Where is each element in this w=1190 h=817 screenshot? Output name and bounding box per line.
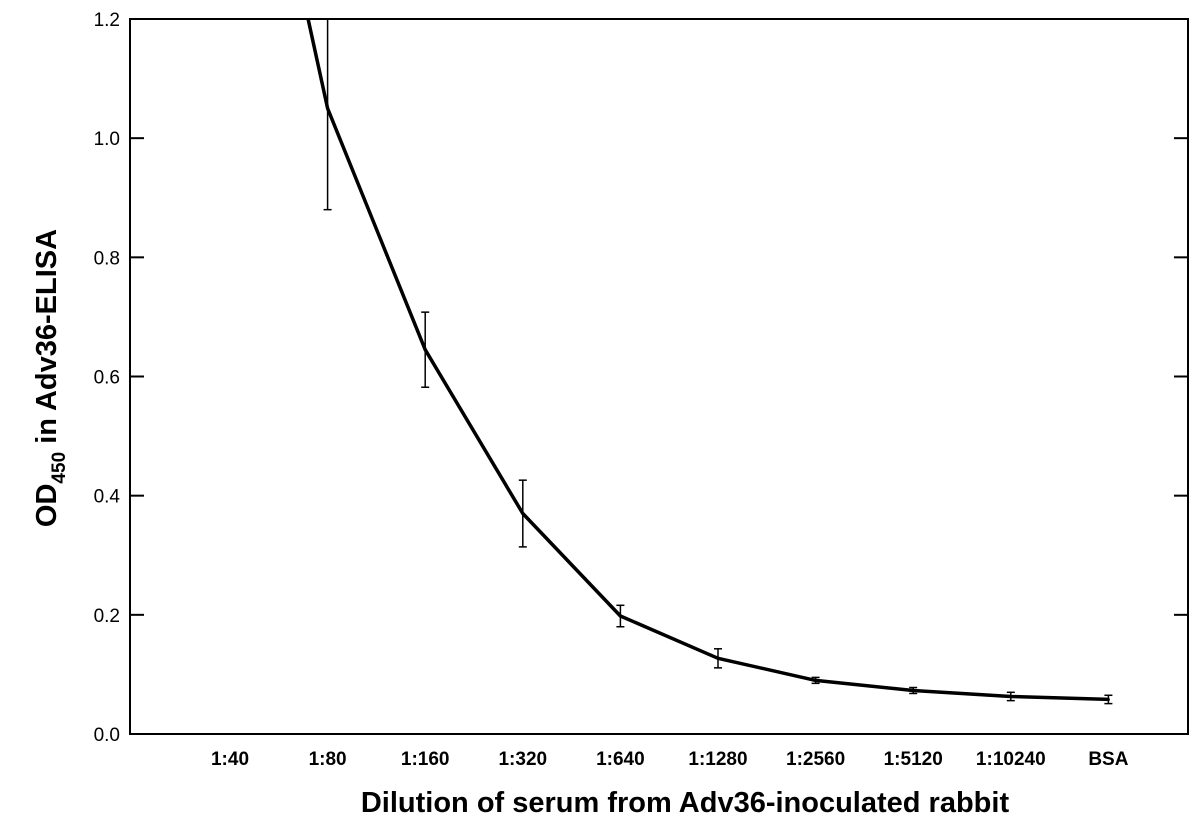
x-tick-label: 1:80 [309, 749, 347, 770]
data-series [306, 18, 1110, 702]
y-tick-label: 0.6 [94, 368, 120, 389]
y-axis-title: OD450 in Adv36-ELISA [31, 229, 70, 527]
y-tick-label: 1.2 [94, 10, 120, 31]
data-point [911, 689, 915, 693]
x-tick-label: 1:40 [211, 749, 249, 770]
y-axis-ticks: 0.0 0.2 0.4 0.6 0.8 1.0 1.2 [94, 10, 1188, 746]
plot-border [129, 18, 1189, 735]
x-tick-label: 1:5120 [884, 749, 943, 770]
x-tick-label: BSA [1088, 749, 1128, 770]
y-tick-label: 1.0 [94, 129, 120, 150]
y-tick-label: 0.2 [94, 606, 120, 627]
x-tick-label: 1:2560 [786, 749, 845, 770]
y-axis-title-subscript: 450 [49, 452, 70, 484]
plot-frame [129, 18, 1189, 735]
data-point [423, 348, 427, 352]
y-axis-title-suffix: in Adv36-ELISA [31, 229, 63, 452]
series-line [306, 18, 1109, 702]
y-axis-title-prefix: OD [31, 484, 63, 528]
data-point [814, 678, 818, 682]
x-tick-label: 1:1280 [688, 749, 747, 770]
data-point [521, 512, 525, 516]
x-tick-label: 1:320 [498, 749, 547, 770]
data-point [1106, 697, 1110, 701]
x-tick-label: 1:160 [401, 749, 450, 770]
x-axis-title: Dilution of serum from Adv36-inoculated … [361, 787, 1010, 817]
y-tick-label: 0.0 [94, 725, 120, 746]
y-tick-label: 0.8 [94, 248, 120, 269]
data-point [326, 106, 330, 110]
data-point [618, 614, 622, 618]
x-tick-label: 1:10240 [976, 749, 1046, 770]
x-tick-label: 1:640 [596, 749, 645, 770]
data-point [1009, 694, 1013, 698]
y-tick-label: 0.4 [94, 487, 121, 508]
error-bars [323, 19, 1113, 705]
x-axis-ticks: 1:40 1:80 1:160 1:320 1:640 1:1280 1:2560 1:512… [211, 749, 1129, 770]
data-point [716, 656, 720, 660]
